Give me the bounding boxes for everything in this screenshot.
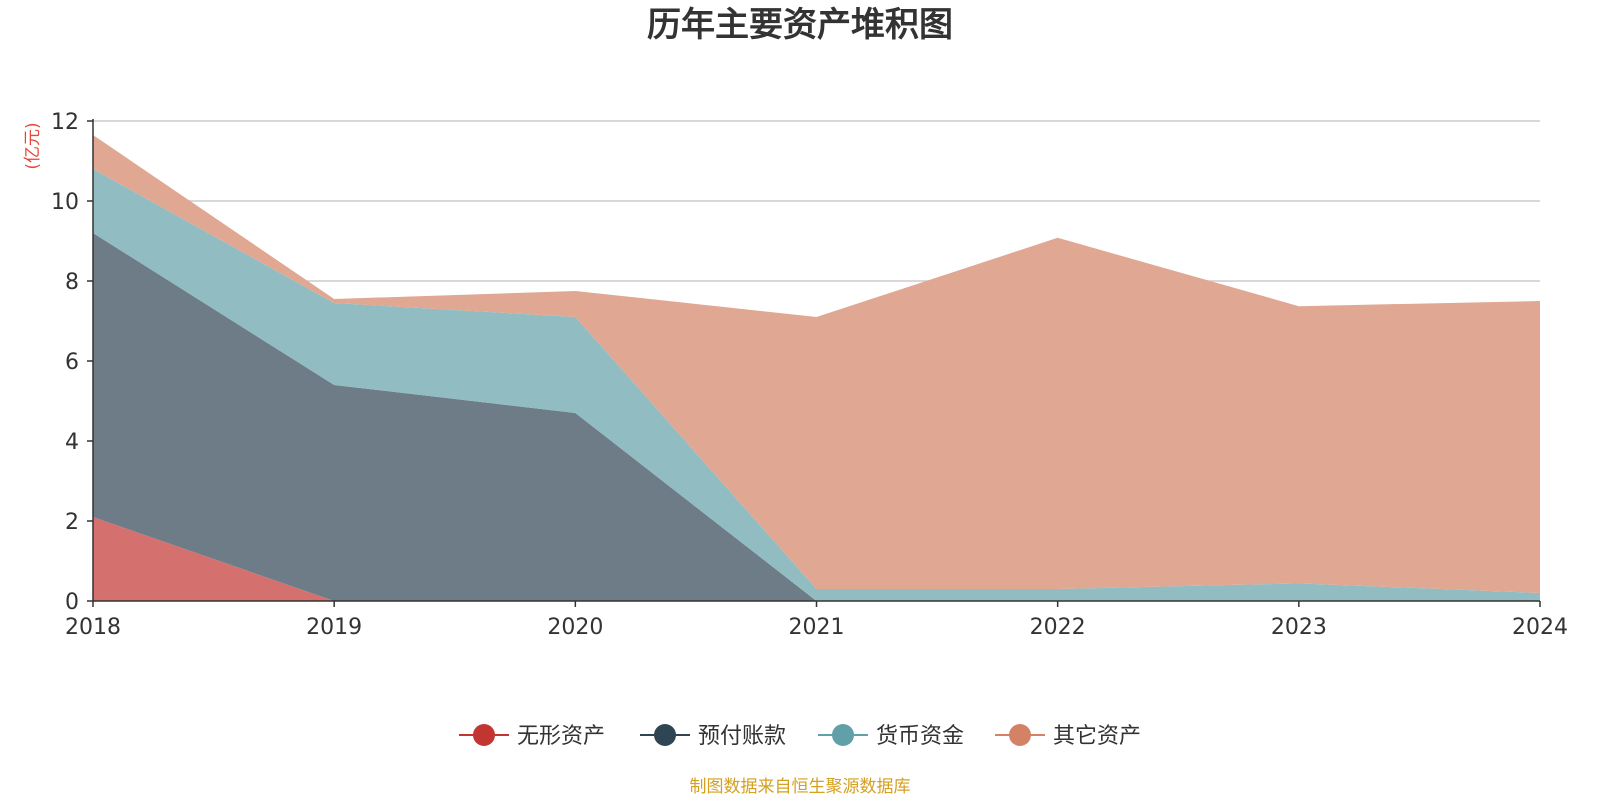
area-series-3 [93, 135, 1540, 593]
legend-item-0[interactable]: 无形资产 [459, 724, 605, 749]
y-tick-label-0: 0 [65, 590, 79, 615]
legend-item-1[interactable]: 预付账款 [640, 724, 786, 749]
y-tick-label-4: 8 [65, 270, 79, 295]
x-tick-label-6: 2024 [1512, 615, 1568, 640]
x-tick-label-5: 2023 [1271, 615, 1327, 640]
area-series-0 [93, 517, 1540, 601]
area-series-2 [93, 169, 1540, 601]
chart-title: 历年主要资产堆积图 [647, 5, 953, 45]
legend-label-0: 无形资产 [517, 724, 605, 749]
legend-marker-2 [832, 724, 854, 746]
axes: 0 2 4 6 8 10 12 2018 2019 2020 2021 2022 2023 2024 [51, 110, 1568, 640]
legend: 无形资产 预付账款 货币资金 其它资产 [459, 724, 1141, 749]
y-tick-label-6: 12 [51, 110, 79, 135]
area-series-1 [93, 233, 1540, 601]
source-note: 制图数据来自恒生聚源数据库 [690, 777, 911, 797]
legend-item-2[interactable]: 货币资金 [818, 724, 964, 749]
legend-item-3[interactable]: 其它资产 [995, 724, 1141, 749]
y-tick-label-2: 4 [65, 430, 79, 455]
y-tick-label-5: 10 [51, 190, 79, 215]
x-tick-label-1: 2019 [306, 615, 362, 640]
legend-label-3: 其它资产 [1053, 724, 1141, 749]
y-tick-label-1: 2 [65, 510, 79, 535]
y-axis-unit: (亿元) [23, 122, 43, 169]
x-tick-label-4: 2022 [1030, 615, 1086, 640]
legend-label-2: 货币资金 [876, 724, 964, 749]
legend-marker-0 [473, 724, 495, 746]
y-tick-label-3: 6 [65, 350, 79, 375]
x-tick-label-0: 2018 [65, 615, 121, 640]
x-tick-label-3: 2021 [789, 615, 845, 640]
legend-marker-3 [1009, 724, 1031, 746]
x-tick-label-2: 2020 [547, 615, 603, 640]
legend-marker-1 [654, 724, 676, 746]
legend-label-1: 预付账款 [698, 724, 786, 749]
area-series-group [93, 135, 1540, 601]
